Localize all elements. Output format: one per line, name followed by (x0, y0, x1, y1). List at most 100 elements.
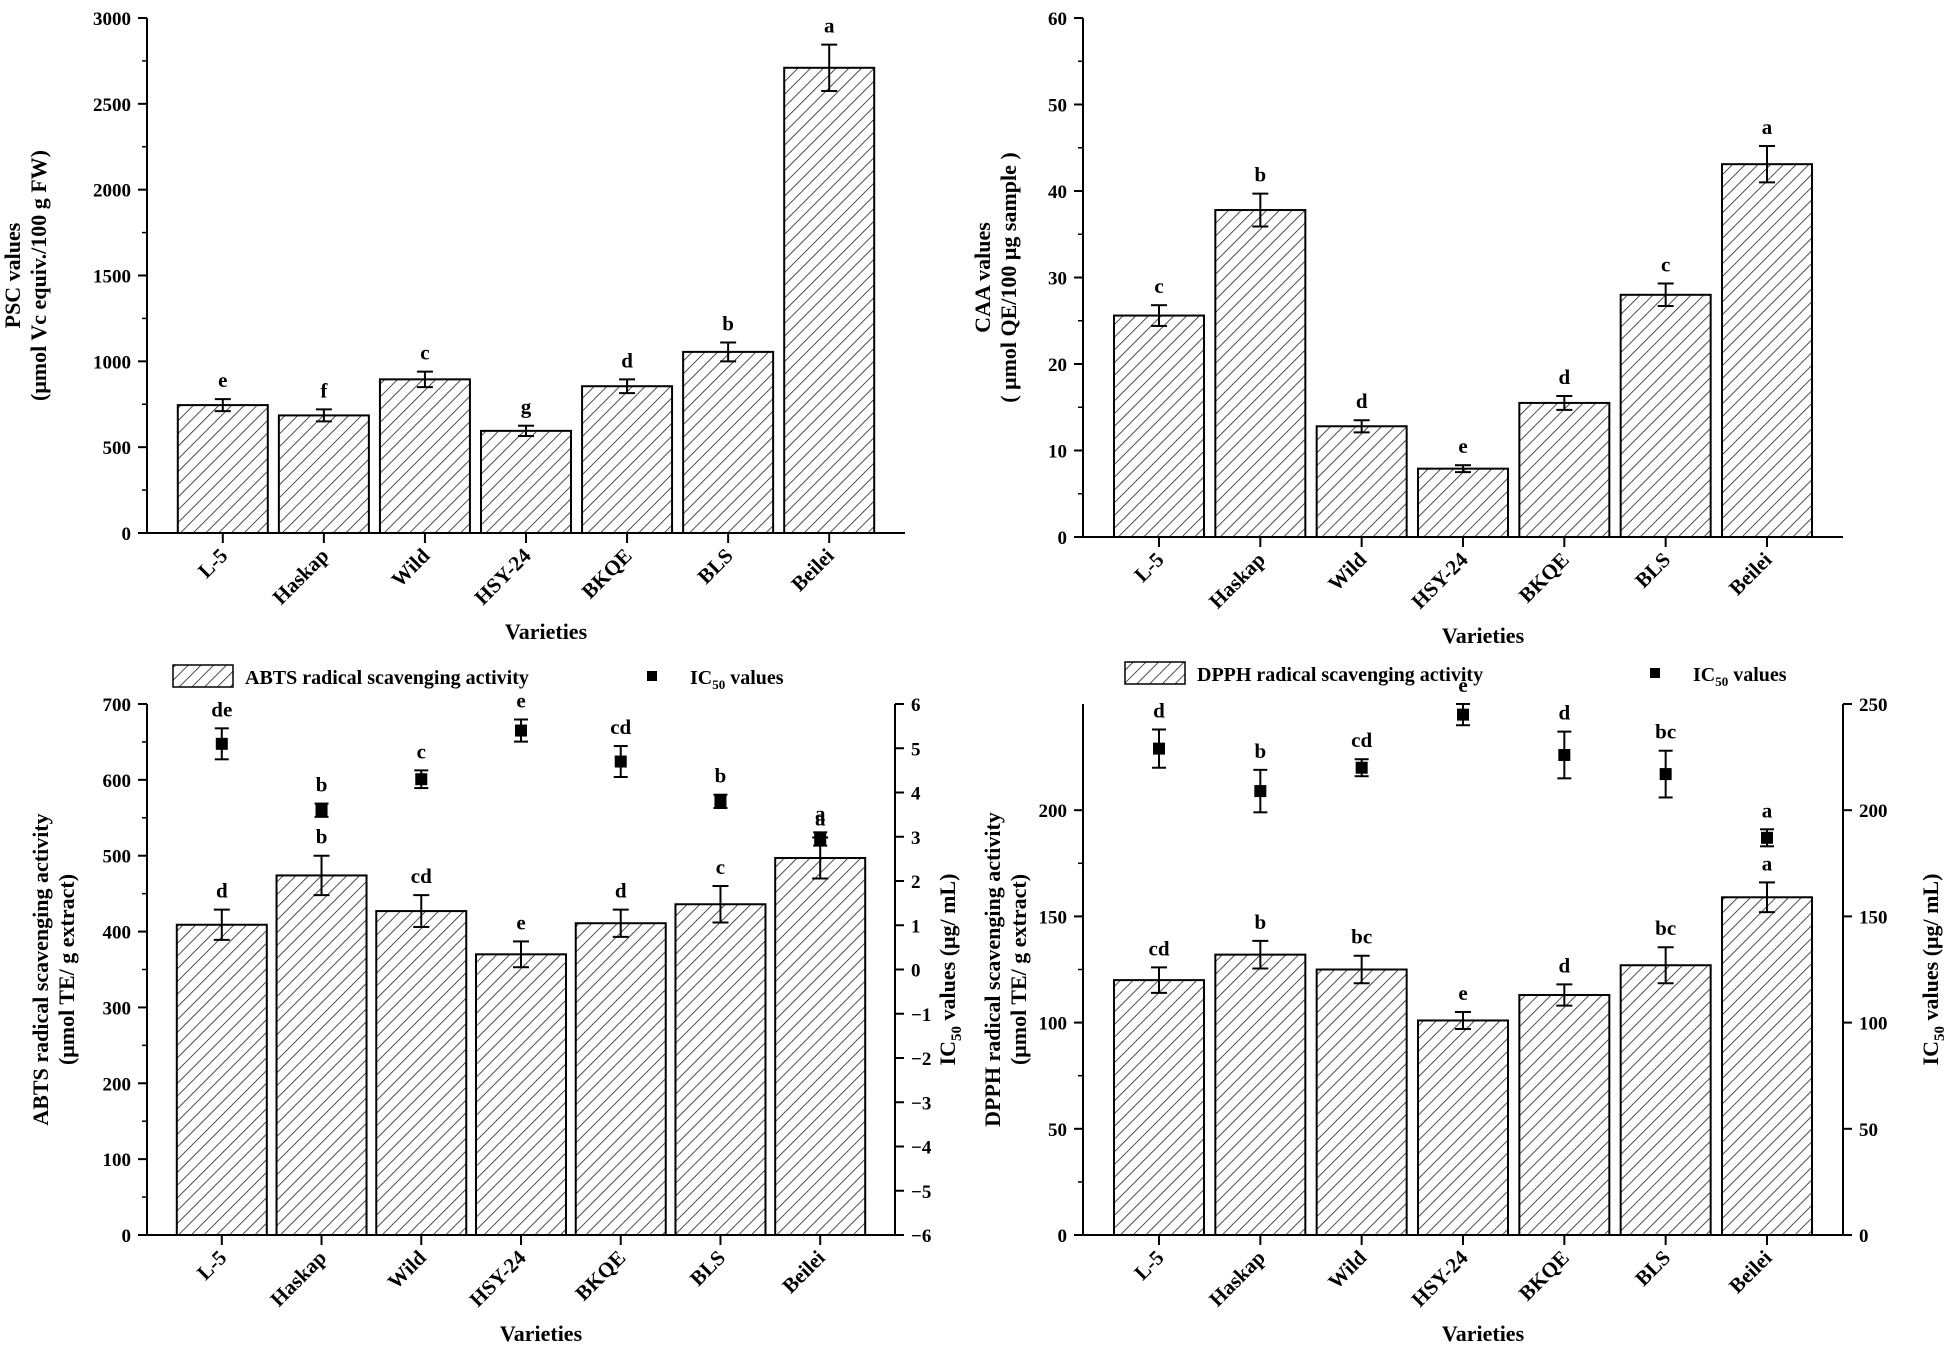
significance-letter: b (1254, 910, 1266, 934)
y-tick-label: 2500 (93, 95, 131, 116)
category-label: HSY-24 (470, 543, 536, 609)
ic50-point (1153, 742, 1165, 755)
category-label: HSY-24 (1407, 1245, 1473, 1311)
significance-letter: b (316, 825, 328, 849)
category-label: BLS (693, 544, 738, 589)
ic50-letter: cd (610, 715, 631, 739)
y-axis-label: CAA values (970, 222, 995, 333)
ic50-letter: bc (1655, 720, 1676, 744)
bar-bkqe (574, 922, 667, 1237)
category-label: BLS (1630, 1246, 1675, 1291)
bar-wild (1315, 968, 1408, 1236)
y2-tick-label: 0 (1859, 1226, 1869, 1247)
bar-bkqe (1518, 401, 1611, 538)
y-tick-label: 200 (1039, 801, 1068, 822)
significance-letter: c (1154, 274, 1163, 298)
x-axis-label: Varieties (505, 619, 588, 644)
bar-bkqe (1518, 993, 1611, 1236)
y-axis-unit: ( μmol QE/100 μg sample ) (996, 152, 1021, 402)
category-label: Beilei (1724, 547, 1777, 600)
legend-bar-label: DPPH radical scavenging activity (1197, 664, 1483, 686)
x-axis-label: Varieties (500, 1321, 583, 1346)
y-tick-label: 150 (1039, 907, 1068, 928)
category-label: L-5 (193, 544, 232, 583)
bar-hsy-24 (1417, 467, 1509, 539)
bar-bls (674, 903, 767, 1237)
y2-tick-label: −4 (911, 1138, 932, 1159)
y-tick-label: 0 (1058, 1226, 1068, 1247)
y2-tick-label: −2 (911, 1049, 931, 1070)
ic50-point (415, 773, 428, 786)
category-label: BKQE (1514, 548, 1574, 608)
bar-haskap (1214, 209, 1307, 538)
y-axis-unit: (μmol TE/ g extract) (54, 874, 79, 1065)
significance-letter: c (420, 341, 429, 365)
ic50-letter: de (211, 697, 232, 721)
category-label: Beilei (786, 543, 839, 596)
significance-letter: cd (411, 864, 432, 888)
legend-point-swatch (647, 671, 657, 681)
bar-beilei (1721, 163, 1813, 538)
ic50-letter: b (1254, 739, 1266, 763)
y-tick-label: 200 (103, 1074, 132, 1095)
y2-tick-label: −3 (911, 1093, 931, 1114)
category-label: Wild (1323, 547, 1371, 595)
significance-letter: e (218, 368, 227, 392)
category-label: Beilei (1724, 1245, 1777, 1298)
y-tick-label: 300 (103, 998, 132, 1019)
category-label: Haskap (1204, 548, 1270, 614)
category-label: Wild (383, 1245, 431, 1293)
y-tick-label: 0 (122, 524, 132, 545)
significance-letter: bc (1351, 925, 1372, 949)
y-axis-label: DPPH radical scavenging activity (980, 812, 1005, 1127)
ic50-point (814, 832, 827, 845)
legend-point-label: IC50 values (690, 667, 784, 692)
ic50-letter: d (1153, 698, 1165, 722)
significance-letter: b (722, 311, 734, 335)
ic50-letter: b (715, 764, 727, 788)
ic50-point (515, 724, 527, 737)
ic50-point (1761, 831, 1773, 844)
ic50-point (1558, 748, 1571, 761)
category-label: Haskap (1204, 1246, 1270, 1312)
bar-wild (375, 910, 468, 1237)
caa-chart: 0 10 20 30 40 50 60 c b d e d c a L-5 Haskap Wild HSY-24 B… (970, 9, 1843, 648)
significance-letter: d (1356, 389, 1368, 413)
significance-letter: d (1558, 953, 1570, 977)
category-label: L-5 (1129, 1246, 1168, 1285)
significance-letter: a (824, 14, 835, 38)
legend-point-label: IC50 values (1693, 664, 1787, 689)
bar-l-5 (1113, 979, 1205, 1236)
y-tick-label: 100 (1039, 1014, 1068, 1035)
y-tick-label: 50 (1048, 1120, 1067, 1141)
y2-tick-label: 50 (1859, 1120, 1878, 1141)
y2-tick-label: −5 (911, 1182, 931, 1203)
category-label: BLS (685, 1246, 730, 1291)
ic50-point (215, 737, 228, 750)
ic50-letter: a (1762, 798, 1773, 822)
bar-bkqe (581, 385, 674, 534)
y-axis-unit: (μmol TE/ g extract) (1006, 874, 1031, 1065)
y-axis-label: ABTS radical scavenging activity (28, 813, 53, 1125)
significance-letter: d (621, 348, 633, 372)
y-tick-label: 0 (1058, 528, 1068, 549)
y-tick-label: 400 (103, 923, 132, 944)
y2-tick-label: 6 (911, 695, 921, 716)
y2-tick-label: 250 (1859, 695, 1888, 716)
bar-hsy-24 (480, 429, 572, 535)
y2-tick-label: 3 (911, 828, 921, 849)
y-tick-label: 3000 (93, 9, 131, 30)
significance-letter: g (521, 395, 532, 419)
y-tick-label: 500 (103, 438, 132, 459)
category-label: BKQE (570, 1246, 630, 1306)
y-tick-label: 10 (1048, 442, 1067, 463)
y-axis-label: PSC values (0, 222, 25, 328)
category-label: Beilei (777, 1245, 830, 1298)
x-axis-label: Varieties (1442, 1321, 1525, 1346)
y-tick-label: 100 (103, 1150, 132, 1171)
ic50-letter: cd (1351, 728, 1372, 752)
y-tick-label: 40 (1048, 182, 1067, 203)
significance-letter: a (1762, 851, 1773, 875)
significance-letter: d (216, 879, 228, 903)
